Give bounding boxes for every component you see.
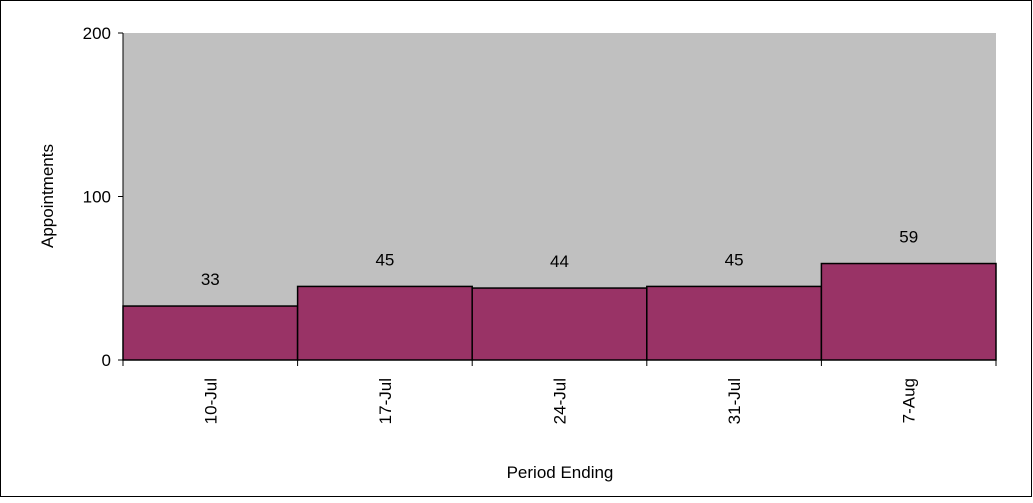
x-axis-label: Period Ending bbox=[507, 463, 614, 482]
bar bbox=[471, 287, 648, 361]
y-tick-label: 100 bbox=[83, 188, 111, 207]
x-tick-label: 7-Aug bbox=[900, 378, 919, 423]
y-axis-label: Appointments bbox=[38, 144, 57, 248]
x-tick-label: 24-Jul bbox=[551, 378, 570, 424]
y-tick-label: 0 bbox=[102, 351, 111, 370]
data-label: 45 bbox=[725, 250, 744, 269]
data-label: 45 bbox=[375, 250, 394, 269]
x-tick-label: 10-Jul bbox=[201, 378, 220, 424]
bar bbox=[646, 285, 823, 361]
x-tick-label: 17-Jul bbox=[376, 378, 395, 424]
bar bbox=[296, 285, 473, 361]
data-label: 33 bbox=[201, 270, 220, 289]
data-label: 59 bbox=[899, 228, 918, 247]
bar bbox=[820, 262, 997, 361]
x-tick-label: 31-Jul bbox=[725, 378, 744, 424]
y-tick-label: 200 bbox=[83, 24, 111, 43]
bar bbox=[122, 305, 299, 361]
data-label: 44 bbox=[550, 252, 569, 271]
